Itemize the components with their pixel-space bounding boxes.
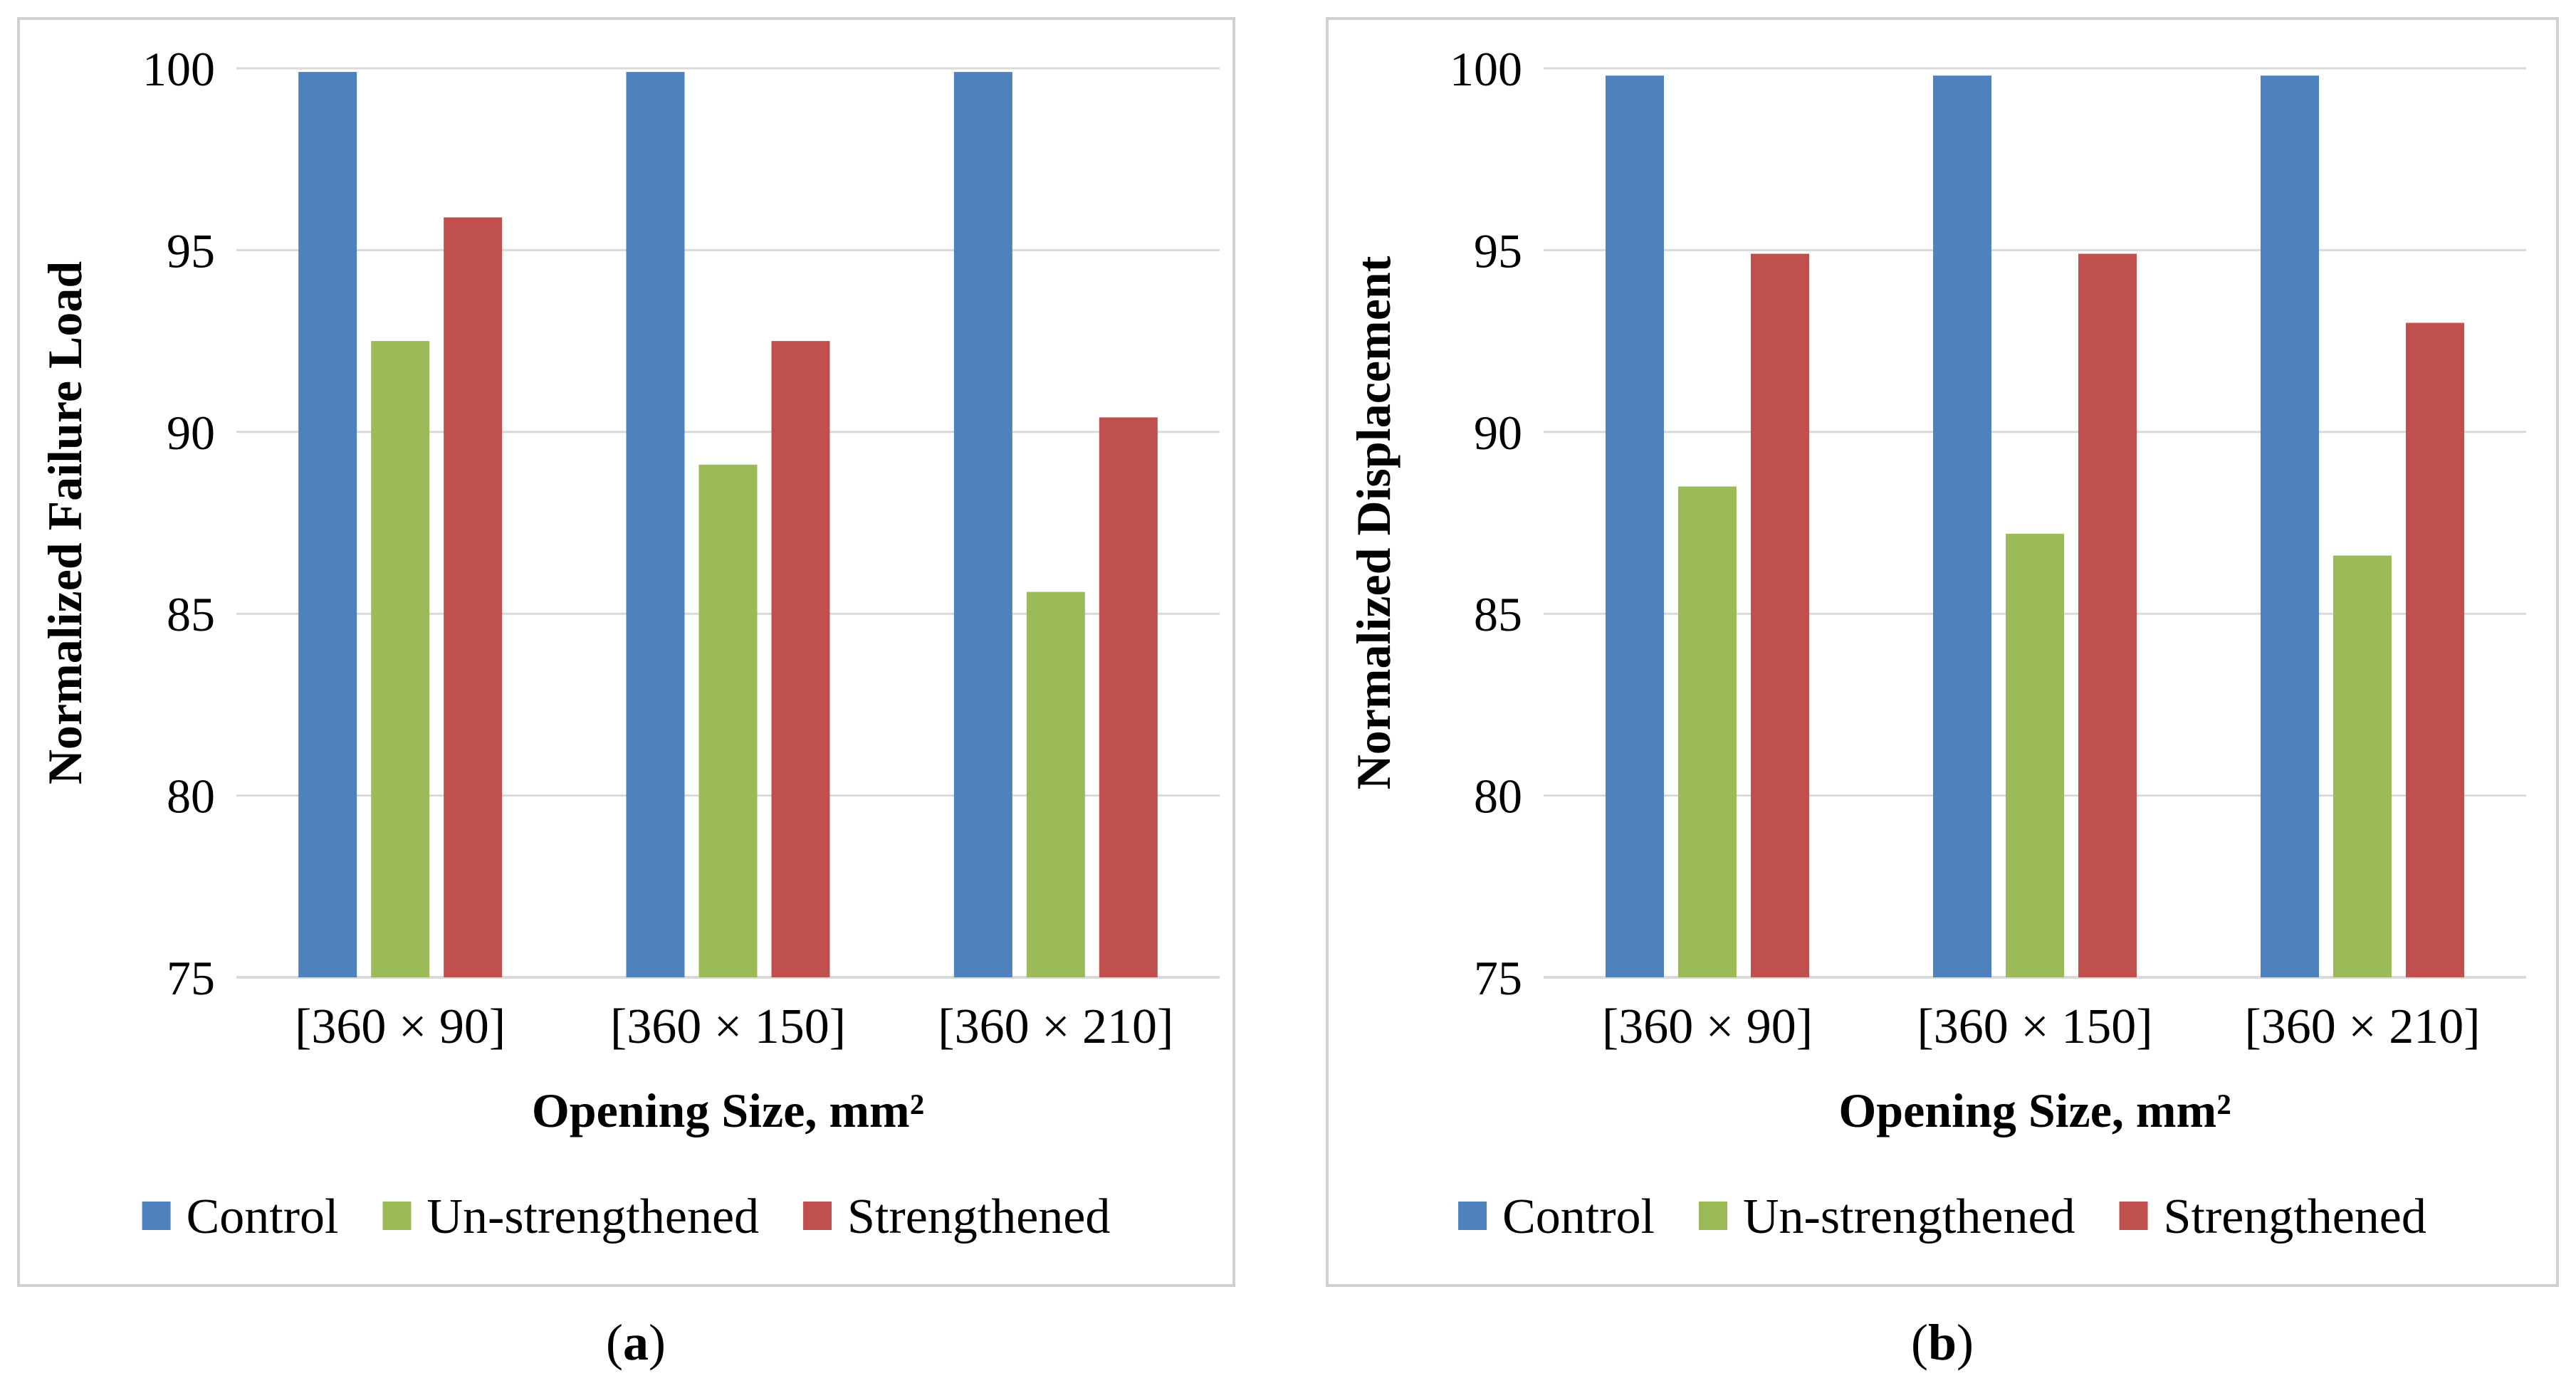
bar-control-2	[1933, 75, 1991, 977]
bar-strengthened-1	[1751, 253, 1809, 977]
y-axis-label: Normalized Failure Load	[38, 261, 92, 785]
legend-swatch-strengthened	[803, 1202, 832, 1230]
legend: Control Un-strengthened Strengthened	[142, 1189, 1110, 1244]
bar-unstrengthened-1	[1678, 486, 1737, 977]
panel-label: (a)	[606, 1314, 666, 1371]
y-tick-label: 95	[167, 224, 215, 278]
bar-unstrengthened-3	[2333, 555, 2392, 977]
legend-label: Strengthened	[847, 1189, 1110, 1244]
legend-swatch-unstrengthened	[382, 1202, 412, 1230]
x-tick-label: [360 × 90]	[1602, 999, 1813, 1054]
y-tick-label: 95	[1474, 224, 1522, 278]
bar-unstrengthened-3	[1026, 592, 1085, 977]
x-axis-label: Opening Size, mm²	[532, 1083, 924, 1137]
y-axis-label: Normalized Displacement	[1346, 256, 1400, 789]
chart-panel-a: 100 95 90 85 80 75 [360 × 90] [360 × 150] [360 ×…	[17, 17, 1235, 1287]
legend-label: Control	[1502, 1189, 1655, 1244]
panel-label: (b)	[1911, 1314, 1974, 1371]
legend-label: Un-strengthened	[427, 1189, 760, 1244]
x-tick-label: [360 × 150]	[1917, 999, 2152, 1054]
bar-unstrengthened-1	[371, 341, 430, 978]
bar-strengthened-3	[2406, 322, 2464, 977]
x-tick-label: [360 × 210]	[2244, 999, 2480, 1054]
bar-strengthened-3	[1099, 417, 1158, 977]
y-tick-label: 75	[167, 951, 215, 1005]
bar-control-3	[953, 72, 1012, 977]
bar-strengthened-1	[444, 217, 503, 978]
bar-unstrengthened-2	[2006, 533, 2064, 977]
legend-label: Control	[187, 1189, 339, 1244]
bar-control-1	[1606, 75, 1664, 977]
panel-frame	[1326, 17, 2559, 1287]
y-tick-label: 80	[1474, 769, 1522, 824]
bar-strengthened-2	[2078, 253, 2137, 977]
y-tick-label: 85	[167, 587, 215, 641]
legend-swatch-control	[142, 1202, 171, 1230]
bar-strengthened-2	[771, 341, 830, 978]
bar-unstrengthened-2	[698, 464, 758, 977]
legend-swatch-unstrengthened	[1699, 1202, 1728, 1230]
legend-label: Un-strengthened	[1743, 1189, 2075, 1244]
y-tick-label: 80	[167, 769, 215, 824]
legend-swatch-control	[1458, 1202, 1487, 1230]
y-tick-label: 100	[1450, 42, 1522, 96]
x-tick-label: [360 × 150]	[610, 999, 846, 1054]
y-tick-label: 90	[167, 406, 215, 460]
legend: Control Un-strengthened Strengthened	[1458, 1189, 2426, 1244]
legend-swatch-strengthened	[2119, 1202, 2148, 1230]
y-tick-label: 90	[1474, 406, 1522, 460]
y-tick-label: 85	[1474, 587, 1522, 641]
chart-panel-b: 100 95 90 85 80 75 [360 × 90] [360 × 150] [360 ×…	[1326, 17, 2559, 1287]
bar-control-1	[298, 72, 357, 977]
x-axis-label: Opening Size, mm²	[1838, 1083, 2231, 1137]
x-tick-label: [360 × 210]	[938, 999, 1173, 1054]
bar-control-2	[626, 72, 685, 977]
x-tick-label: [360 × 90]	[295, 999, 506, 1054]
y-tick-label: 75	[1474, 951, 1522, 1005]
y-tick-label: 100	[142, 42, 215, 96]
bar-control-3	[2261, 75, 2319, 977]
panel-frame	[17, 17, 1235, 1287]
legend-label: Strengthened	[2164, 1189, 2426, 1244]
